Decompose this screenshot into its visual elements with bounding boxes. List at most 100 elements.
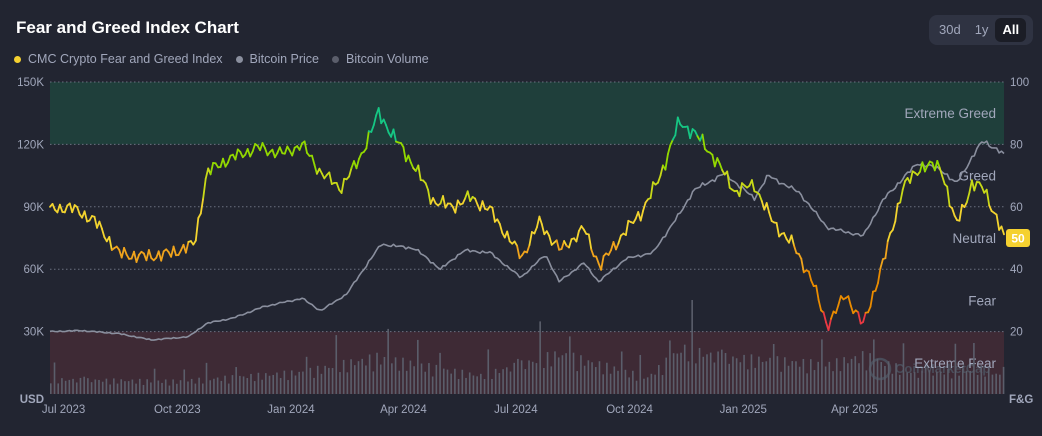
volume-bar [276, 372, 278, 394]
volume-bar [394, 357, 397, 394]
volume-bar [383, 356, 386, 394]
fg-index-segment [538, 215, 543, 225]
fg-index-segment [370, 124, 375, 133]
fg-index-segment [239, 150, 244, 159]
volume-bar [858, 363, 860, 394]
volume-bar [209, 380, 212, 394]
y-axis-right-tick: 100 [1010, 77, 1029, 89]
volume-bar [320, 373, 323, 394]
fg-index-segment [385, 124, 390, 134]
volume-bar [650, 373, 653, 394]
bitcoin-price-line [49, 140, 1005, 341]
volume-bar [954, 343, 957, 394]
fg-index-segment [377, 107, 383, 125]
volume-bar [302, 371, 304, 394]
volume-bar [328, 367, 330, 394]
volume-bar [476, 376, 478, 394]
fg-index-segment [204, 167, 210, 180]
volume-bar [246, 378, 249, 394]
fg-index-segment [639, 209, 645, 222]
volume-bar [483, 379, 486, 394]
fg-index-segment [536, 215, 541, 229]
volume-bar [457, 379, 460, 394]
volume-bar [754, 367, 756, 394]
volume-bar [331, 368, 334, 394]
volume-bar [924, 367, 927, 394]
tab-1y[interactable]: 1y [974, 22, 989, 37]
volume-bar [146, 379, 148, 394]
volume-bar [428, 363, 430, 394]
fg-index-segment [980, 185, 986, 194]
volume-bar [613, 366, 616, 394]
fg-index-segment [995, 213, 1000, 231]
tab-all[interactable]: All [995, 18, 1027, 42]
volume-bar [253, 381, 256, 394]
fg-index-segment [202, 177, 207, 200]
volume-bar [761, 361, 764, 394]
zone-label: Extreme Greed [904, 106, 996, 121]
tab-30d[interactable]: 30d [939, 22, 961, 37]
volume-bar [632, 370, 634, 394]
fg-index-segment [101, 227, 106, 239]
volume-bar [809, 359, 812, 394]
legend-item-bitcoin-price[interactable]: Bitcoin Price [235, 52, 320, 66]
volume-bar [947, 368, 949, 394]
fg-index-segment [335, 181, 341, 191]
fg-index-segment [249, 150, 254, 158]
volume-bar [569, 336, 571, 394]
fg-index-segment [835, 304, 840, 315]
legend-item-bitcoin-volume[interactable]: Bitcoin Volume [332, 52, 429, 66]
volume-bar [706, 354, 708, 394]
volume-bar [676, 353, 679, 394]
volume-bar [198, 377, 200, 394]
volume-bar [976, 374, 979, 394]
fg-index-segment [454, 199, 459, 214]
volume-bar [557, 357, 560, 394]
volume-bar [61, 378, 63, 394]
volume-bar [654, 374, 656, 394]
fg-index-segment [657, 174, 662, 184]
fg-index-segment [560, 240, 565, 250]
volume-bar [365, 365, 367, 394]
fg-index-segment [924, 164, 929, 173]
volume-bar [869, 353, 871, 394]
fg-index-segment [540, 223, 546, 236]
fg-index-segment [817, 298, 822, 312]
fg-index-segment [891, 220, 897, 231]
fg-index-segment [617, 234, 622, 245]
fg-index-segment [649, 181, 654, 200]
fg-index-segment [382, 118, 388, 127]
volume-bar [695, 363, 697, 394]
volume-bar [921, 370, 923, 394]
fg-index-segment [264, 147, 269, 157]
fg-index-segment [941, 175, 946, 186]
fg-index-segment [234, 148, 239, 161]
volume-bar [554, 351, 556, 394]
volume-bar [769, 357, 771, 394]
volume-bar [72, 378, 74, 394]
y-axis-left-tick: 90K [24, 202, 45, 214]
legend-item-fg-index[interactable]: CMC Crypto Fear and Greed Index [14, 52, 223, 66]
volume-bar [250, 373, 252, 394]
legend-dot-icon [14, 55, 21, 63]
volume-bar [732, 356, 734, 394]
zone-bands [50, 82, 1004, 394]
volume-bar [691, 299, 693, 394]
volume-bar [969, 370, 971, 394]
volume-bar [543, 367, 545, 394]
fg-index-segment [985, 188, 991, 207]
volume-bar [424, 371, 427, 394]
fg-index-segment [98, 220, 103, 230]
fg-index-segment [625, 219, 630, 236]
fg-index-segment [135, 253, 140, 263]
fg-index-segment [886, 232, 892, 242]
volume-bar [876, 358, 879, 394]
legend-label: Bitcoin Price [249, 52, 320, 66]
fg-index-segment [1000, 225, 1005, 236]
volume-bar [387, 328, 389, 394]
fg-index-segment [884, 240, 889, 260]
fg-index-segment [810, 279, 815, 288]
fg-index-segment [278, 146, 284, 155]
volume-bar [502, 369, 504, 394]
